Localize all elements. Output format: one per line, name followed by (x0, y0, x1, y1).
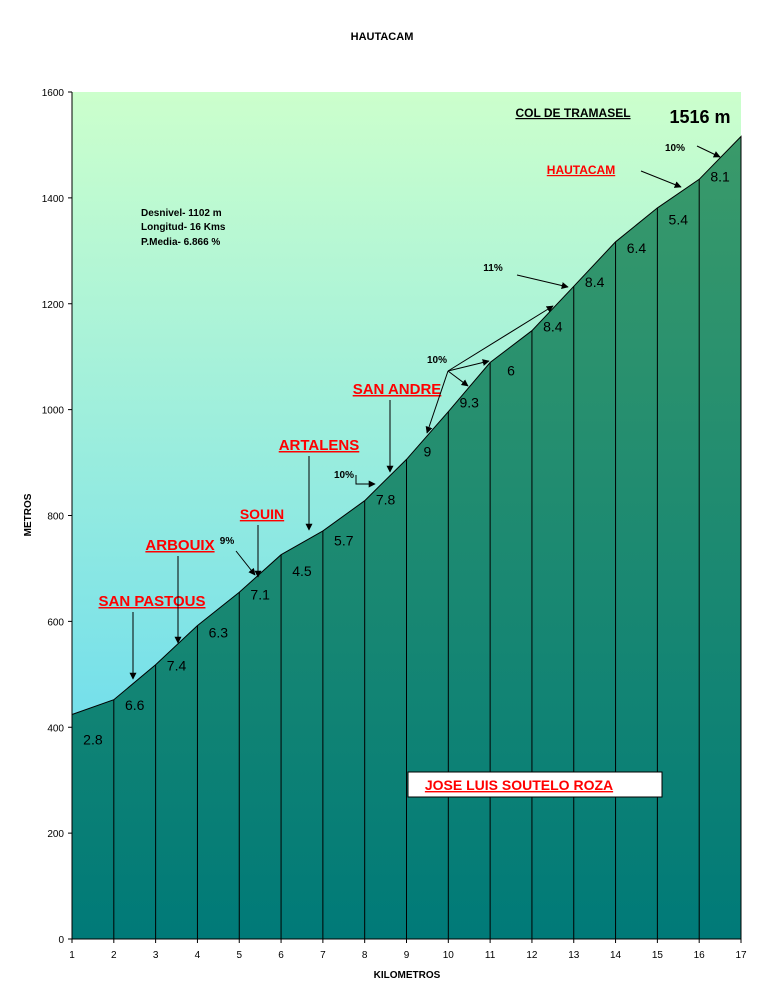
x-tick-label: 12 (526, 950, 538, 961)
x-tick-label: 10 (443, 950, 455, 961)
y-tick-label: 1400 (42, 194, 65, 205)
summit-elevation: 1516 m (669, 107, 730, 127)
segment-gradient-label: 5.4 (669, 211, 689, 227)
x-tick-label: 13 (568, 950, 580, 961)
segment-gradient-label: 7.1 (250, 587, 270, 603)
gradient-labels: 2.8 6.6 7.4 6.3 7.1 4.5 5.7 7.8 9 9.3 6 8.4 8.4 6.4 5.… (83, 168, 730, 747)
x-tick-label: 6 (278, 950, 284, 961)
place-souin: SOUIN (240, 506, 284, 522)
stat-pendiente-media: P.Media- 6.866 % (141, 237, 220, 248)
arrow-9pct (235, 550, 256, 576)
arrow-10pct-b3 (447, 359, 490, 372)
segment-gradient-label: 7.4 (167, 658, 187, 674)
x-tick-label: 11 (485, 950, 496, 961)
y-tick-label: 1600 (42, 88, 65, 99)
annotation-arrows (129, 145, 721, 680)
place-san-pastous: SAN PASTOUS (99, 593, 206, 610)
x-tick-label: 9 (404, 950, 410, 961)
percent-note-km10: 10% (427, 355, 447, 366)
x-tick-label: 1 (69, 950, 75, 961)
segment-gradient-label: 6.6 (125, 697, 145, 713)
author-box (407, 771, 663, 798)
segment-gradient-label: 8.1 (710, 168, 730, 184)
x-tick-label: 5 (236, 950, 242, 961)
x-axis-label: KILOMETROS (374, 970, 441, 981)
x-tick-label: 8 (362, 950, 368, 961)
arrow-10pct-a (355, 475, 376, 488)
arrow-10pct-b2 (447, 370, 469, 387)
y-axis-label: METROS (23, 493, 34, 536)
x-tick-labels: 1 2 3 4 5 6 7 8 9 10 11 12 13 14 15 16 17 (69, 939, 747, 961)
x-tick-label: 7 (320, 950, 326, 961)
place-san-andre: SAN ANDRE (353, 381, 442, 398)
place-arbouix: ARBOUIX (145, 537, 214, 554)
y-tick-label: 600 (47, 617, 64, 628)
segment-gradient-label: 6.4 (627, 240, 647, 256)
arrow-10pct-b4 (447, 305, 554, 372)
y-tick-label: 1000 (42, 406, 65, 417)
segment-gradient-label: 9 (424, 444, 432, 460)
segment-gradient-label: 2.8 (83, 732, 103, 748)
percent-note-summit: 10% (665, 143, 685, 154)
chart-title: HAUTACAM (351, 31, 414, 43)
arrow-10pct-b1 (425, 370, 449, 434)
percent-note-souin: 9% (220, 536, 235, 547)
arrow-summit (696, 145, 721, 158)
y-tick-labels: 0 200 400 600 800 1000 1200 1400 1600 (42, 88, 72, 946)
y-tick-label: 0 (58, 935, 64, 946)
segment-gradient-label: 5.7 (334, 533, 354, 549)
x-tick-label: 4 (195, 950, 201, 961)
segment-gradient-label: 9.3 (459, 395, 479, 411)
y-tick-label: 200 (47, 829, 64, 840)
stat-longitud: Longitud- 16 Kms (141, 222, 226, 233)
place-hautacam: HAUTACAM (547, 163, 615, 177)
x-tick-label: 16 (694, 950, 706, 961)
author-name: JOSE LUIS SOUTELO ROZA (425, 777, 613, 793)
x-tick-label: 14 (610, 950, 622, 961)
summit-name: COL DE TRAMASEL (515, 106, 630, 120)
place-artalens: ARTALENS (279, 437, 360, 454)
y-tick-label: 1200 (42, 300, 65, 311)
segment-gradient-label: 6 (507, 363, 515, 379)
segment-gradient-label: 8.4 (585, 274, 605, 290)
x-tick-label: 2 (111, 950, 117, 961)
km-dividers (113, 136, 742, 939)
segment-gradient-label: 6.3 (209, 624, 229, 640)
segment-gradient-label: 4.5 (292, 563, 312, 579)
x-tick-label: 17 (735, 950, 747, 961)
stat-desnivel: Desnivel- 1102 m (141, 208, 222, 219)
y-tick-label: 800 (47, 512, 64, 523)
x-tick-label: 3 (153, 950, 159, 961)
segment-gradient-label: 8.4 (543, 318, 563, 334)
y-tick-label: 400 (47, 723, 64, 734)
arrow-11pct (516, 274, 569, 289)
percent-note-km13: 11% (483, 263, 503, 274)
arrow-hautacam (640, 170, 682, 188)
x-tick-label: 15 (652, 950, 664, 961)
percent-note-san-andre: 10% (334, 470, 354, 481)
segment-gradient-label: 7.8 (376, 491, 396, 507)
